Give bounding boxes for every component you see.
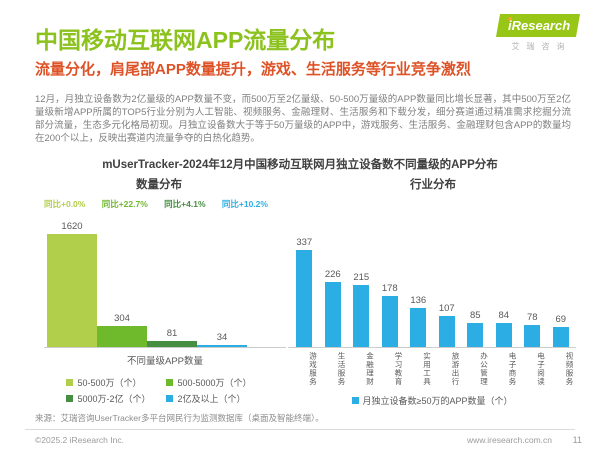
bar-group: 136 (404, 295, 433, 347)
quantity-plot: 1620 304 81 34 (44, 212, 286, 348)
bar (353, 285, 370, 347)
legend-label: 5000万-2亿（个） (77, 394, 151, 404)
bar-group: 84 (490, 310, 519, 347)
bar (197, 345, 247, 347)
legend-item: 500-5000万（个） (166, 376, 252, 389)
logo-brand-text: iResearch (508, 18, 571, 33)
bar-group: 337 (290, 237, 319, 347)
bar-group: 178 (376, 283, 405, 347)
bar-value-label: 226 (324, 269, 341, 280)
bar (324, 282, 341, 347)
bar-value-label: 178 (381, 283, 398, 294)
category-label: 电子商务 (508, 352, 517, 386)
industry-chart-title: 行业分布 (410, 179, 456, 191)
bar-group: 69 (547, 314, 576, 347)
industry-chart: 行业分布 337 226 215 178 136 107 85 84 78 69 游戏服务 生活服务… (288, 178, 578, 407)
page-title: 中国移动互联网APP流量分布 (35, 27, 336, 53)
bar-value-label: 337 (296, 237, 313, 248)
industry-legend-label: 月独立设备数≥50万的APP数量（个） (362, 396, 513, 406)
legend-item: 50-500万（个） (66, 376, 150, 389)
quantity-chart-title: 数量分布 (136, 179, 182, 191)
bar-value-label: 1620 (61, 221, 83, 232)
logo-banner: iResearch (495, 14, 581, 37)
bar-value-label: 81 (166, 328, 178, 339)
yoy-label: 同比+22.7% (101, 199, 148, 209)
category-label: 电子阅读 (536, 352, 546, 386)
website-text: www.iresearch.com.cn (466, 435, 552, 445)
legend-item: 5000万-2亿（个） (66, 392, 150, 405)
legend-swatch (166, 379, 174, 386)
bar-group: 304 (97, 313, 147, 347)
yoy-row: 同比+0.0% 同比+22.7% 同比+4.1% 同比+10.2% (44, 198, 268, 210)
category-label: 金融理财 (365, 352, 375, 386)
bar-value-label: 136 (410, 295, 427, 306)
bar (381, 296, 398, 347)
bar-value-label: 69 (555, 314, 567, 325)
category-label: 游戏服务 (308, 352, 318, 386)
charts-row: 数量分布 同比+0.0% 同比+22.7% 同比+4.1% 同比+10.2% 1620… (30, 178, 578, 407)
bar (438, 316, 455, 347)
bar (524, 325, 541, 347)
page-number: 11 (572, 435, 582, 445)
industry-categories: 游戏服务 生活服务 金融理财 学习教育 实用工具 旅游出行 办公管理 电子商务 电子阅读 视频服务 (288, 351, 576, 387)
bar (467, 323, 484, 347)
bar (97, 326, 147, 347)
bar-value-label: 34 (216, 332, 228, 343)
bar-value-label: 215 (353, 272, 370, 283)
category-label: 学习教育 (394, 352, 403, 386)
bar (410, 308, 427, 347)
key-finding-subtitle: 流量分化，肩尾部APP数量提升，游戏、生活服务等行业竞争激烈 (35, 61, 471, 78)
industry-legend-swatch (351, 397, 359, 404)
category-label: 办公管理 (479, 352, 489, 386)
yoy-label: 同比+4.1% (164, 199, 206, 209)
bar (552, 327, 569, 347)
bar-group: 107 (433, 303, 462, 347)
category-label: 实用工具 (422, 352, 432, 386)
legend-swatch (166, 395, 174, 402)
bar-value-label: 85 (469, 310, 481, 321)
legend-label: 50-500万（个） (77, 378, 142, 388)
category-label: 旅游出行 (451, 352, 460, 386)
bar-group: 34 (197, 332, 247, 347)
bar-group: 215 (347, 272, 376, 347)
bar-group: 81 (147, 328, 197, 347)
legend-swatch (66, 395, 74, 402)
bar (147, 341, 197, 347)
category-label: 生活服务 (337, 352, 346, 386)
bar (47, 234, 97, 347)
logo-brand-cn: 艾瑞咨询 (511, 42, 572, 51)
quantity-chart: 数量分布 同比+0.0% 同比+22.7% 同比+4.1% 同比+10.2% 1620… (30, 178, 288, 407)
bar-group: 226 (319, 269, 348, 347)
legend-item: 2亿及以上（个） (166, 392, 251, 405)
category-label: 视频服务 (565, 352, 574, 386)
bar-value-label: 304 (114, 313, 130, 324)
industry-legend: 月独立设备数≥50万的APP数量（个） (288, 394, 576, 407)
legend-label: 500-5000万（个） (177, 378, 252, 388)
bar (495, 323, 512, 347)
footer-divider (25, 429, 575, 430)
bar-value-label: 107 (438, 303, 455, 314)
quantity-legend: 50-500万（个） 500-5000万（个） 5000万-2亿（个） 2亿及以上（个… (30, 376, 288, 405)
copyright-text: ©2025.2 iResearch Inc. (35, 435, 124, 445)
analysis-paragraph: 12月，月独立设备数为2亿量级的APP数量不变，而500万至2亿量级、50-50… (35, 94, 571, 144)
yoy-label: 同比+10.2% (221, 199, 268, 209)
legend-label: 2亿及以上（个） (177, 394, 246, 404)
legend-swatch (66, 379, 74, 386)
bar-value-label: 78 (526, 312, 538, 323)
bar (296, 250, 313, 347)
bar-group: 85 (461, 310, 490, 347)
bar-group: 1620 (47, 221, 97, 347)
quantity-xaxis-label: 不同量级APP数量 (126, 356, 203, 367)
iresearch-logo: iResearch 艾瑞咨询 (495, 14, 581, 52)
source-note: 来源：艾瑞咨询UserTracker多平台网民行为监测数据库（桌面及智能终端）。 (35, 413, 324, 423)
industry-plot: 337 226 215 178 136 107 85 84 78 69 (288, 212, 576, 348)
bar-value-label: 84 (498, 310, 510, 321)
chart-section-title: mUserTracker-2024年12月中国移动互联网月独立设备数不同量级的A… (102, 159, 498, 171)
bar-group: 78 (518, 312, 547, 347)
yoy-label: 同比+0.0% (44, 199, 86, 209)
